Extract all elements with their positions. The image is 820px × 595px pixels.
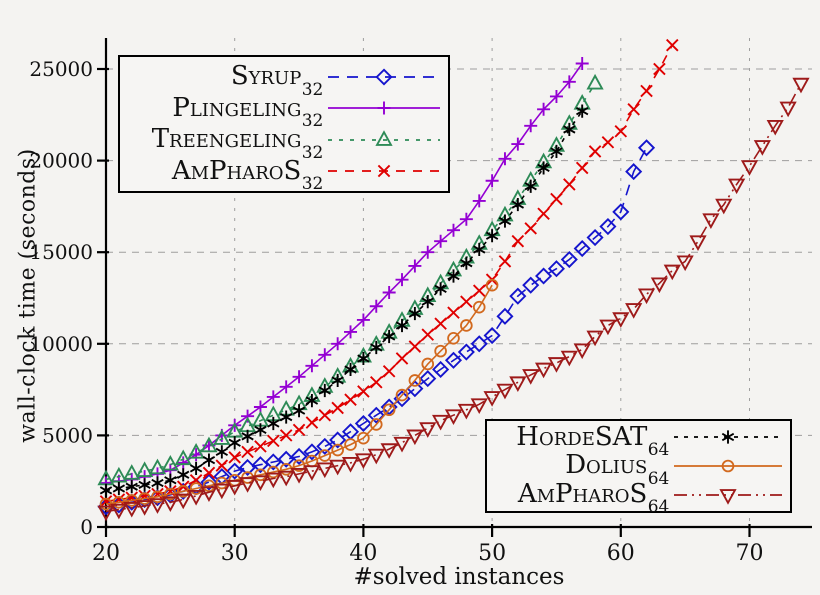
series-ampharos32 [99, 38, 679, 508]
y-tick-label: 10000 [29, 332, 93, 356]
y-tick-label: 25000 [29, 57, 93, 81]
legend-label-ampharos64: AmPharoS64 [517, 478, 670, 518]
legend-sample-treengeling32 [328, 129, 440, 146]
x-tick-label: 70 [736, 541, 764, 566]
legend-label-syrup32: Syrup32 [230, 61, 324, 100]
x-tick-label: 30 [221, 541, 249, 566]
legend-item-dolius64: Dolius64 [491, 450, 784, 489]
legend-item-ampharos64: AmPharoS64 [491, 478, 784, 518]
axes [97, 38, 812, 537]
legend-sample-hordesat64 [674, 430, 782, 444]
legend-label-hordesat64: HordeSAT64 [516, 421, 670, 461]
series-hordesat64 [99, 104, 589, 497]
x-tick-label: 40 [349, 541, 377, 566]
legend-sample-syrup32 [328, 68, 440, 86]
legend-sample-dolius64 [674, 459, 782, 473]
x-axis-title: #solved instances [353, 564, 565, 590]
x-tick-label: 20 [92, 541, 120, 566]
legend-label-plingeling32: Plingeling32 [172, 92, 324, 132]
y-tick-label: 15000 [29, 240, 93, 264]
legend-label-treengeling32: Treengeling32 [151, 124, 324, 163]
legend-sample-ampharos32 [328, 164, 440, 178]
legend-32core: Syrup32 Plingeling32 Treengeling32 AmPha… [118, 55, 450, 193]
legend-item-treengeling32: Treengeling32 [124, 124, 442, 163]
tick-labels: 0 5000 10000 15000 20000 25000 20 30 40 50 60 70 [29, 57, 763, 566]
series-dolius64 [99, 278, 499, 511]
x-tick-label: 60 [607, 541, 635, 566]
legend-sample-ampharos64 [674, 488, 782, 505]
legend-64core: HordeSAT64 Dolius64 AmPharoS64 [485, 419, 792, 518]
legend-item-plingeling32: Plingeling32 [124, 92, 442, 132]
legend-item-hordesat64: HordeSAT64 [491, 421, 784, 461]
legend-item-syrup32: Syrup32 [124, 61, 442, 100]
legend-label-ampharos32: AmPharoS32 [171, 155, 324, 195]
series-ampharos64 [97, 77, 810, 522]
y-tick-label: 0 [80, 515, 93, 539]
y-axis-title: wall-clock time (seconds) [15, 148, 41, 443]
legend-item-ampharos32: AmPharoS32 [124, 155, 442, 195]
legend-sample-plingeling32 [328, 101, 440, 115]
legend-label-dolius64: Dolius64 [565, 450, 670, 489]
y-tick-label: 5000 [42, 423, 93, 447]
x-tick-label: 50 [478, 541, 506, 566]
y-tick-label: 20000 [29, 149, 93, 173]
